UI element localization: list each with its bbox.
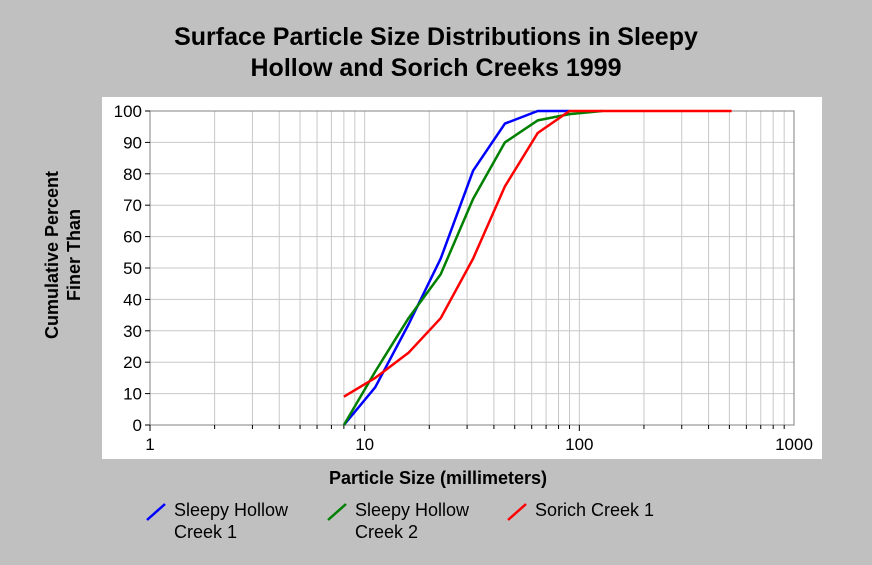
legend-swatch-sleepy-hollow-creek-2: [327, 503, 347, 521]
y-axis-label: Cumulative Percent Finer Than: [41, 125, 85, 385]
y-tick-label: 60: [123, 228, 142, 247]
y-tick-label: 80: [123, 165, 142, 184]
y-tick-label: 30: [123, 322, 142, 341]
legend-label-line: Creek 1: [174, 522, 238, 542]
x-tick-label: 100: [565, 435, 593, 454]
x-tick-label: 10: [355, 435, 374, 454]
y-tick-label: 40: [123, 290, 142, 309]
chart-title-line-2: Hollow and Sorich Creeks 1999: [250, 54, 622, 82]
x-tick-label: 1: [145, 435, 154, 454]
chart-title-line-1: Surface Particle Size Distributions in S…: [174, 23, 698, 51]
legend-label-line: Sleepy Hollow: [174, 500, 289, 520]
legend-label-line: Sorich Creek 1: [535, 500, 655, 520]
y-tick-label: 10: [123, 385, 142, 404]
legend-label-sorich-creek-1: Sorich Creek 1: [535, 499, 685, 521]
y-tick-label: 0: [133, 416, 142, 435]
series-lines: [342, 109, 732, 426]
legend-label-line: Sleepy Hollow: [355, 500, 470, 520]
series-line-sleepy-hollow-creek-1: [342, 109, 570, 426]
legend-swatch-sleepy-hollow-creek-1: [146, 503, 166, 521]
y-tick-label: 50: [123, 259, 142, 278]
legend-label-sleepy-hollow-creek-1: Sleepy Hollow Creek 1: [174, 499, 324, 543]
y-axis-label-line-1: Cumulative Percent: [42, 170, 62, 340]
y-tick-label: 70: [123, 196, 142, 215]
series-line-sorich-creek-1: [343, 109, 732, 398]
legend-label-sleepy-hollow-creek-2: Sleepy Hollow Creek 2: [355, 499, 505, 543]
chart-title: Surface Particle Size Distributions in S…: [0, 22, 872, 84]
x-axis-label: Particle Size (millimeters): [328, 468, 548, 488]
legend-swatch-sorich-creek-1: [507, 503, 527, 521]
legend-label-line: Creek 2: [355, 522, 419, 542]
y-tick-label: 100: [114, 102, 142, 121]
y-tick-label: 20: [123, 353, 142, 372]
y-axis-label-line-2: Finer Than: [64, 209, 84, 302]
y-tick-label: 90: [123, 133, 142, 152]
x-tick-label: 1000: [775, 435, 813, 454]
